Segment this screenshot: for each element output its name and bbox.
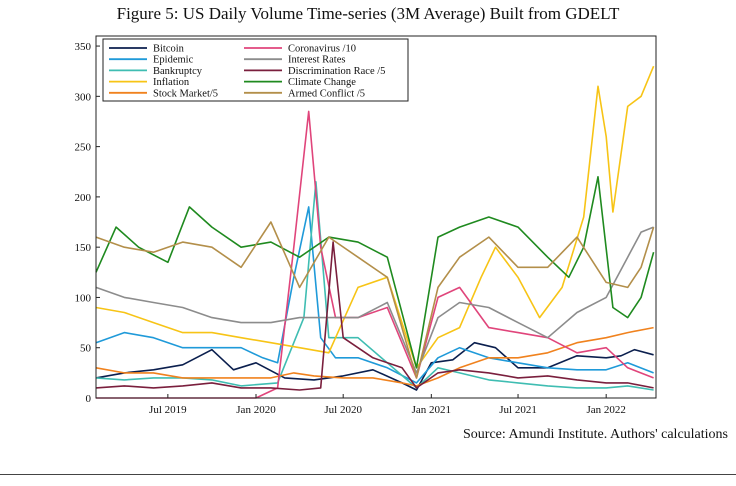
bottom-rule (0, 474, 736, 475)
series-line-epidemic (95, 206, 654, 384)
series-line-armed-conflict-5 (95, 221, 655, 379)
series-line-bitcoin (95, 341, 654, 391)
legend-label-inflation: Inflation (153, 77, 190, 88)
y-tick-label: 250 (75, 142, 92, 154)
x-tick-label: Jan 2020 (236, 404, 276, 416)
x-tick-label: Jul 2019 (149, 404, 187, 416)
legend: BitcoinEpidemicBankruptcyInflationStock … (102, 38, 409, 102)
plot-frame (95, 35, 657, 399)
legend-label-interest-rates: Interest Rates (288, 55, 345, 66)
source-note: Source: Amundi Institute. Authors' calcu… (463, 427, 728, 442)
legend-label-epidemic: Epidemic (153, 55, 194, 66)
figure-title: Figure 5: US Daily Volume Time-series (3… (116, 4, 620, 23)
x-tick-label: Jan 2022 (586, 404, 625, 416)
series-line-coronavirus-10 (96, 110, 654, 399)
y-tick-label: 50 (80, 343, 92, 355)
y-tick-label: 100 (75, 292, 92, 304)
x-tick-label: Jul 2020 (324, 404, 362, 416)
series-lines (95, 65, 655, 399)
series-line-interest-rates (95, 226, 654, 374)
legend-label-stock-market-5: Stock Market/5 (153, 88, 218, 99)
legend-label-coronavirus-10: Coronavirus /10 (288, 44, 356, 55)
series-line-climate-change (95, 176, 655, 369)
y-tick-label: 200 (75, 192, 92, 204)
series-line-discrimination-race-5 (95, 241, 654, 391)
y-tick-label: 0 (86, 393, 92, 405)
series-line-bankruptcy (95, 181, 654, 391)
legend-label-armed-conflict-5: Armed Conflict /5 (288, 88, 365, 99)
series-line-inflation (95, 65, 655, 369)
y-tick-label: 350 (75, 41, 92, 53)
legend-label-bankruptcy: Bankruptcy (153, 66, 203, 77)
y-tick-label: 300 (75, 91, 92, 103)
y-tick-label: 150 (75, 242, 92, 254)
series-line-stock-market-5 (95, 326, 654, 387)
legend-label-climate-change: Climate Change (288, 77, 356, 88)
legend-label-bitcoin: Bitcoin (153, 44, 185, 55)
x-tick-label: Jan 2021 (412, 404, 451, 416)
axes: 0 50 100 150 200 250 300 350 Jul 2019 Jan 2020 Jul… (75, 41, 626, 416)
legend-label-discrimination-race-5: Discrimination Race /5 (288, 66, 385, 77)
x-tick-label: Jul 2021 (499, 404, 537, 416)
